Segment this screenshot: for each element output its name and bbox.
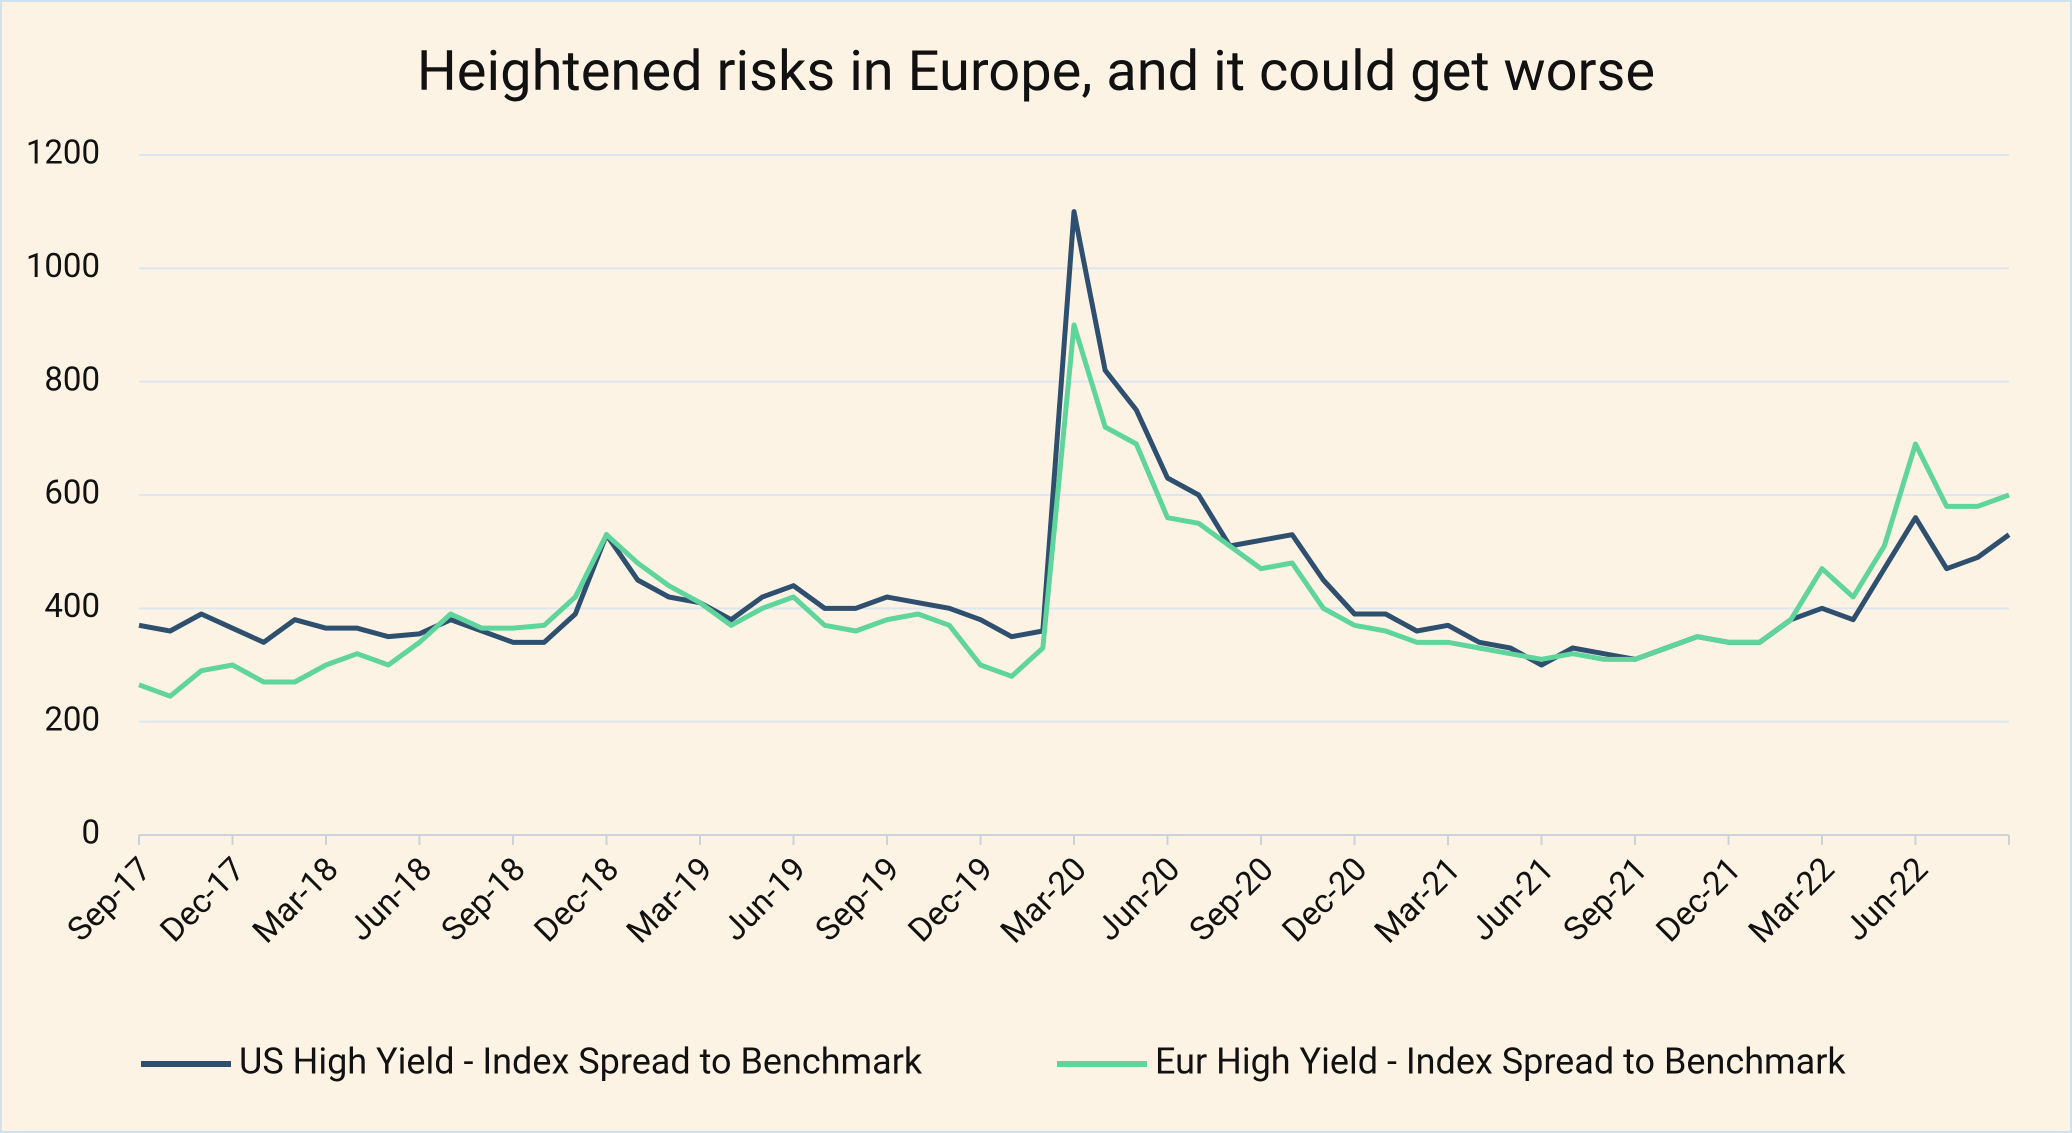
legend-label: Eur High Yield - Index Spread to Benchma… (1155, 1041, 1846, 1083)
chart-title: Heightened risks in Europe, and it could… (417, 38, 1655, 104)
y-tick-label: 600 (44, 474, 100, 513)
y-tick-label: 800 (44, 360, 100, 399)
y-tick-label: 400 (44, 587, 100, 626)
y-tick-label: 0 (81, 814, 100, 853)
legend-label: US High Yield - Index Spread to Benchmar… (239, 1041, 923, 1083)
data-line (138, 322, 2010, 699)
y-tick-label: 1000 (26, 247, 100, 286)
y-tick-label: 1200 (26, 134, 100, 173)
y-tick-label: 200 (44, 700, 100, 739)
